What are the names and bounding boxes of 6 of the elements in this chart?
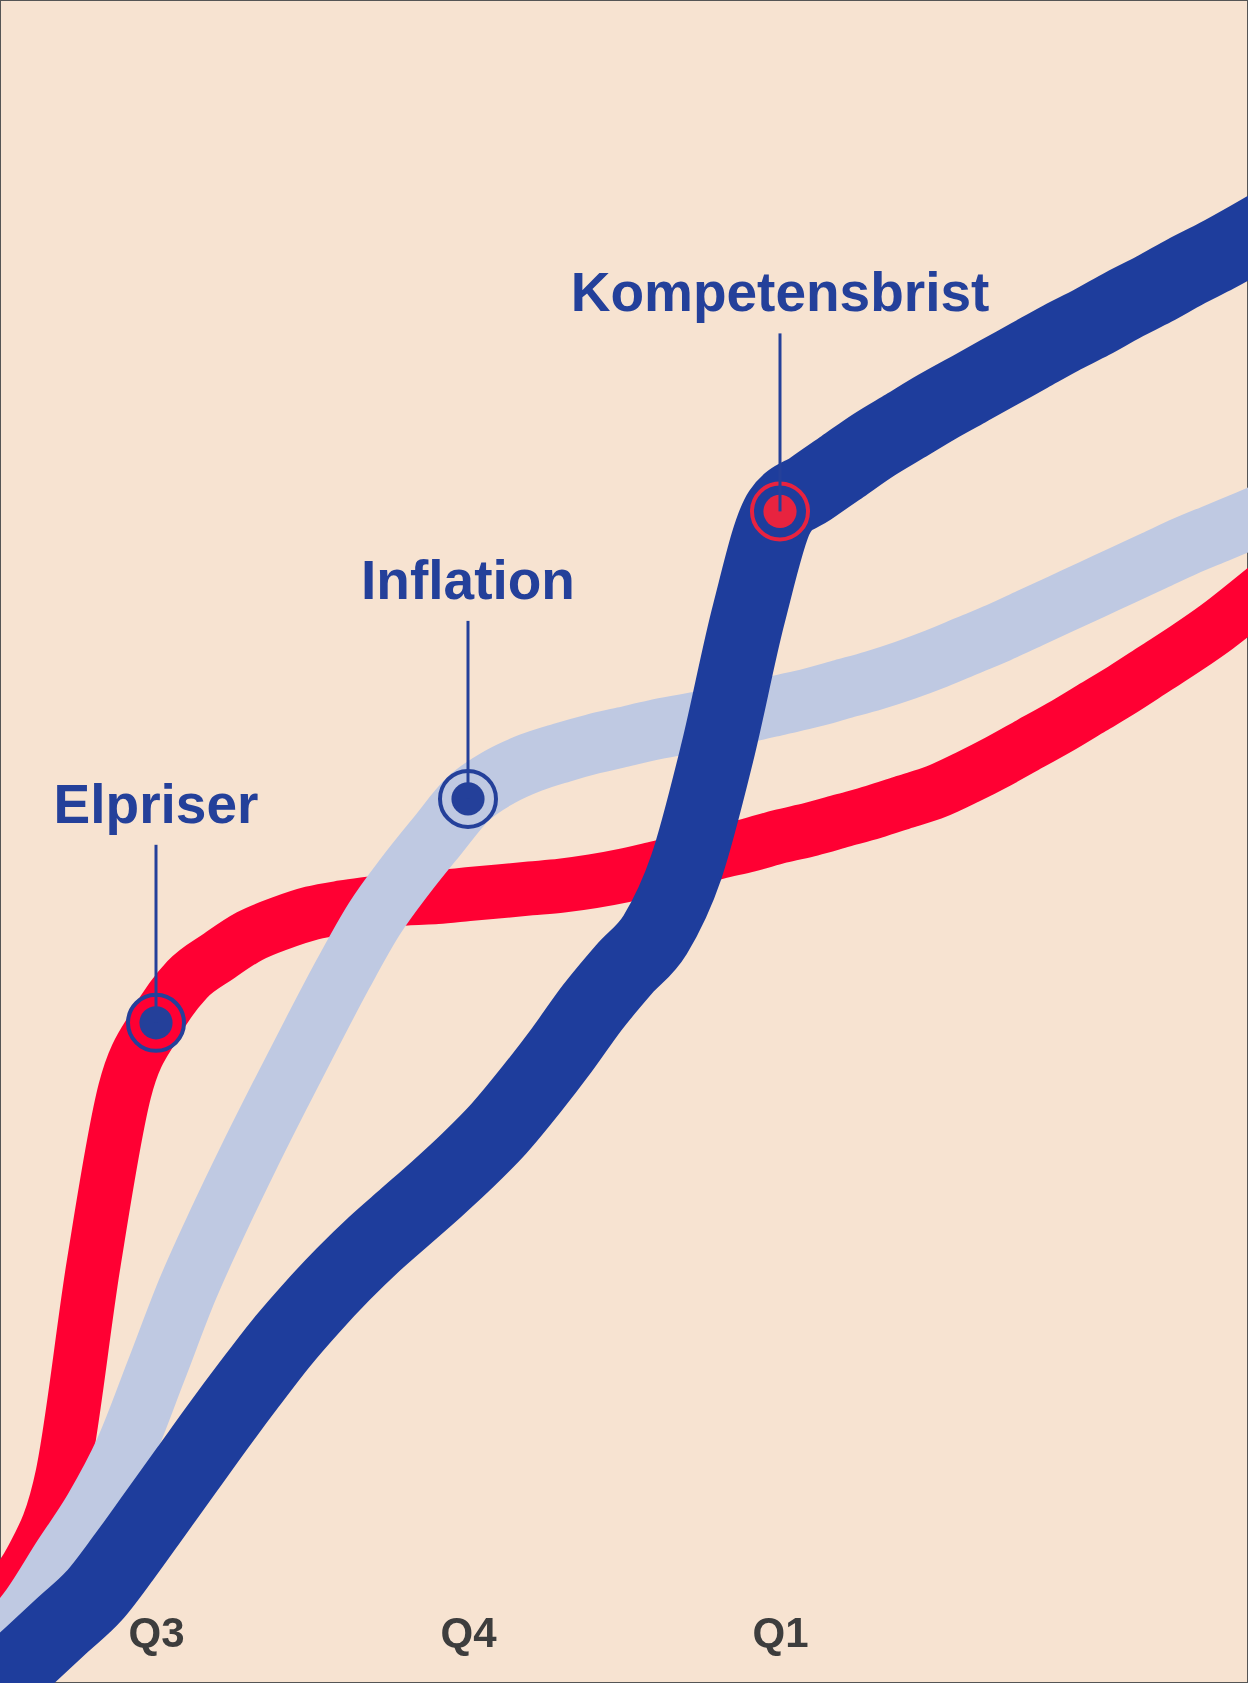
annotation: Inflation xyxy=(361,548,575,611)
annotation: Kompetensbrist xyxy=(570,261,990,324)
x-tick-label: Q3 xyxy=(128,1608,185,1656)
x-tick-label: Q4 xyxy=(440,1608,498,1656)
x-tick-label: Q1 xyxy=(752,1608,809,1656)
annotation: Elpriser xyxy=(53,772,259,835)
